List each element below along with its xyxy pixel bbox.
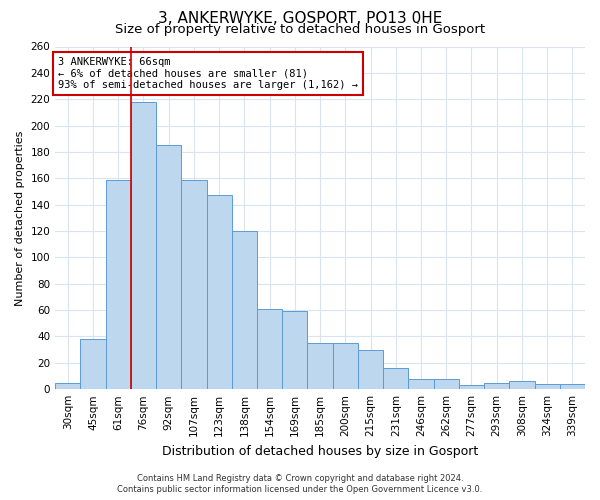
Bar (181, 180, 206, 389)
Bar (358, 350, 383, 389)
Bar (409, 378, 434, 389)
Bar (156, 146, 181, 389)
Bar (80, 339, 106, 389)
Bar (307, 343, 332, 389)
Bar (383, 368, 409, 389)
Text: 3 ANKERWYKE: 66sqm
← 6% of detached houses are smaller (81)
93% of semi-detached: 3 ANKERWYKE: 66sqm ← 6% of detached hous… (58, 57, 358, 90)
Bar (535, 384, 560, 389)
Bar (282, 312, 307, 389)
Bar (509, 382, 535, 389)
X-axis label: Distribution of detached houses by size in Gosport: Distribution of detached houses by size … (162, 444, 478, 458)
Bar (257, 309, 282, 389)
Bar (434, 378, 459, 389)
Bar (459, 385, 484, 389)
Text: Contains HM Land Registry data © Crown copyright and database right 2024.
Contai: Contains HM Land Registry data © Crown c… (118, 474, 482, 494)
Bar (332, 343, 358, 389)
Text: 3, ANKERWYKE, GOSPORT, PO13 0HE: 3, ANKERWYKE, GOSPORT, PO13 0HE (158, 11, 442, 26)
Bar (55, 382, 80, 389)
Bar (560, 384, 585, 389)
Bar (106, 180, 131, 389)
Text: Size of property relative to detached houses in Gosport: Size of property relative to detached ho… (115, 22, 485, 36)
Bar (131, 102, 156, 389)
Bar (206, 196, 232, 389)
Bar (232, 231, 257, 389)
Y-axis label: Number of detached properties: Number of detached properties (15, 130, 25, 306)
Bar (484, 382, 509, 389)
